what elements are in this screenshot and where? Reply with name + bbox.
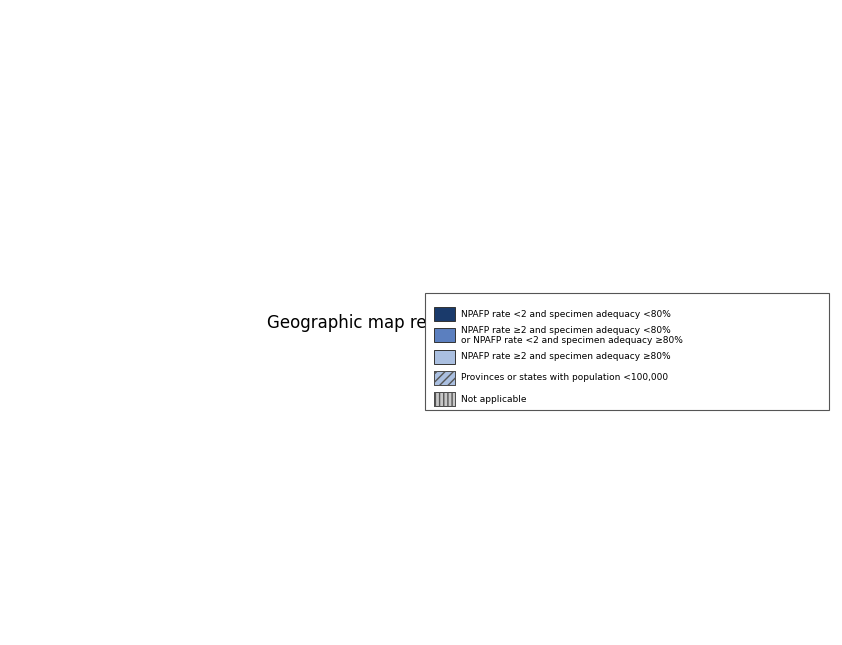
Text: NPAFP rate <2 and specimen adequacy <80%: NPAFP rate <2 and specimen adequacy <80%	[461, 310, 670, 319]
Text: Not applicable: Not applicable	[461, 395, 526, 404]
Text: NPAFP rate ≥2 and specimen adequacy ≥80%: NPAFP rate ≥2 and specimen adequacy ≥80%	[461, 352, 670, 361]
Text: NPAFP rate ≥2 and specimen adequacy <80%
or NPAFP rate <2 and specimen adequacy : NPAFP rate ≥2 and specimen adequacy <80%…	[461, 326, 683, 345]
Text: Geographic map requires geopandas: Geographic map requires geopandas	[267, 313, 575, 332]
Text: Provinces or states with population <100,000: Provinces or states with population <100…	[461, 373, 668, 382]
